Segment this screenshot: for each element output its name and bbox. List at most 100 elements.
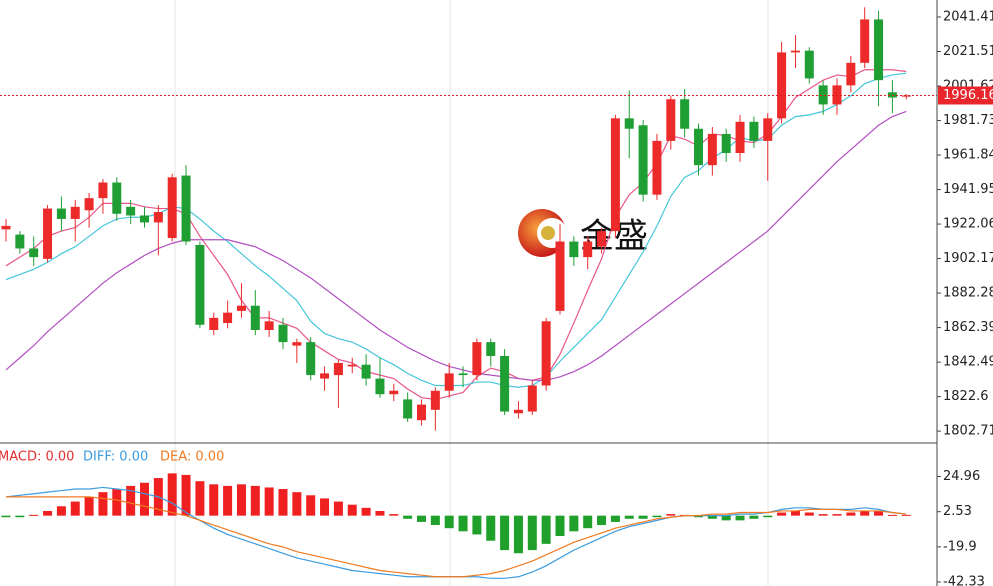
- candle-body: [195, 244, 205, 325]
- y-tick-label: 1842.49: [943, 355, 993, 370]
- macd-bar: [624, 515, 634, 519]
- marks: [0, 7, 937, 579]
- macd-bar: [860, 510, 870, 516]
- macd-bar: [292, 492, 302, 516]
- macd-bar: [181, 474, 191, 516]
- macd-bar: [763, 515, 773, 518]
- candle-body: [403, 399, 413, 419]
- candle-body: [597, 231, 607, 247]
- candle-body: [638, 125, 648, 195]
- candle-body: [153, 212, 163, 223]
- candle-body: [901, 95, 911, 97]
- candle-body: [721, 133, 731, 154]
- macd-bar: [195, 481, 205, 516]
- macd-bar: [874, 510, 884, 516]
- macd-bar: [70, 501, 80, 516]
- candle-body: [236, 305, 246, 311]
- macd-bar: [597, 515, 607, 526]
- macd-bar: [43, 510, 53, 516]
- macd-bar: [887, 514, 897, 516]
- macd-bar: [347, 504, 357, 516]
- y-tick-label: 1802.71: [943, 424, 993, 439]
- candle-body: [15, 234, 25, 249]
- candle-body: [749, 121, 759, 141]
- candle-body: [181, 175, 191, 242]
- candle-body: [43, 208, 53, 259]
- macd-bar: [84, 496, 94, 516]
- candle-body: [250, 305, 260, 330]
- macd-bar: [804, 512, 814, 516]
- candle-body: [112, 182, 122, 214]
- legend-entry: DIFF: 0.00: [83, 450, 148, 465]
- macd-bar: [458, 515, 468, 532]
- axis: 2041.412021.512001.621981.731961.841941.…: [0, 9, 993, 586]
- macd-bar: [29, 514, 39, 516]
- candle-body: [444, 373, 454, 391]
- y-tick-label: 1882.28: [943, 286, 993, 301]
- y-tick-label: 2041.41: [943, 9, 993, 24]
- candle-body: [500, 356, 510, 412]
- y-tick-label: 1902.17: [943, 251, 993, 266]
- macd-bar: [541, 515, 551, 544]
- macd-bar: [389, 514, 399, 516]
- macd-bar: [486, 515, 496, 541]
- y-tick-label: 1862.39: [943, 320, 993, 335]
- last-price-box: [938, 86, 993, 105]
- macd-bar: [140, 482, 149, 516]
- candle-body: [472, 342, 482, 376]
- candle-body: [818, 85, 828, 105]
- candle-body: [333, 362, 343, 376]
- candle-body: [140, 215, 149, 223]
- macd-bar: [98, 492, 108, 516]
- candle-body: [430, 390, 440, 410]
- macd-bar: [333, 501, 343, 516]
- candle-body: [167, 177, 177, 239]
- candle-body: [347, 364, 357, 367]
- y-tick-label: 1941.95: [943, 182, 993, 197]
- candle-body: [306, 342, 316, 376]
- macd-bar: [638, 515, 648, 519]
- candle-body: [56, 208, 66, 219]
- macd-bar: [901, 514, 911, 516]
- macd-bar: [126, 485, 136, 516]
- legend-entry: MACD: 0.00: [0, 450, 74, 465]
- macd-bar: [375, 510, 385, 516]
- macd-bar: [555, 515, 565, 537]
- candle-body: [98, 182, 108, 199]
- candle-body: [417, 404, 426, 421]
- y-tick-label: -42.33: [943, 574, 985, 586]
- macd-bar: [1, 515, 11, 518]
- candle-body: [583, 241, 593, 258]
- macd-bar: [167, 473, 177, 516]
- candle-body: [790, 50, 800, 53]
- macd-bar: [278, 489, 288, 516]
- legend-entry: DEA: 0.00: [160, 450, 224, 465]
- macd-bar: [306, 495, 316, 516]
- y-tick-label: -19.9: [943, 539, 977, 554]
- candle-body: [513, 409, 523, 414]
- macd-bar: [403, 515, 413, 519]
- macd-bar: [361, 507, 371, 516]
- macd-bar: [527, 515, 537, 551]
- candle-body: [209, 317, 219, 330]
- watermark: 金盛: [518, 209, 648, 257]
- macd-bar: [832, 514, 842, 516]
- macd-bar: [790, 510, 800, 516]
- candle-body: [735, 121, 745, 154]
- candle-body: [624, 118, 634, 129]
- macd-bar: [112, 489, 122, 516]
- macd-bar: [264, 487, 274, 516]
- candle-body: [70, 206, 80, 219]
- macd-bar: [846, 512, 856, 516]
- macd-bar: [472, 515, 482, 535]
- y-tick-label: 2021.51: [943, 44, 993, 59]
- macd-bar: [15, 515, 25, 518]
- candle-body: [292, 342, 302, 346]
- macd-bar: [735, 515, 745, 521]
- macd-bar: [417, 515, 426, 522]
- candle-body: [29, 248, 39, 258]
- candle-body: [389, 390, 399, 395]
- candle-body: [610, 118, 620, 232]
- y-tick-label: 1981.73: [943, 113, 993, 128]
- candle-body: [569, 241, 579, 258]
